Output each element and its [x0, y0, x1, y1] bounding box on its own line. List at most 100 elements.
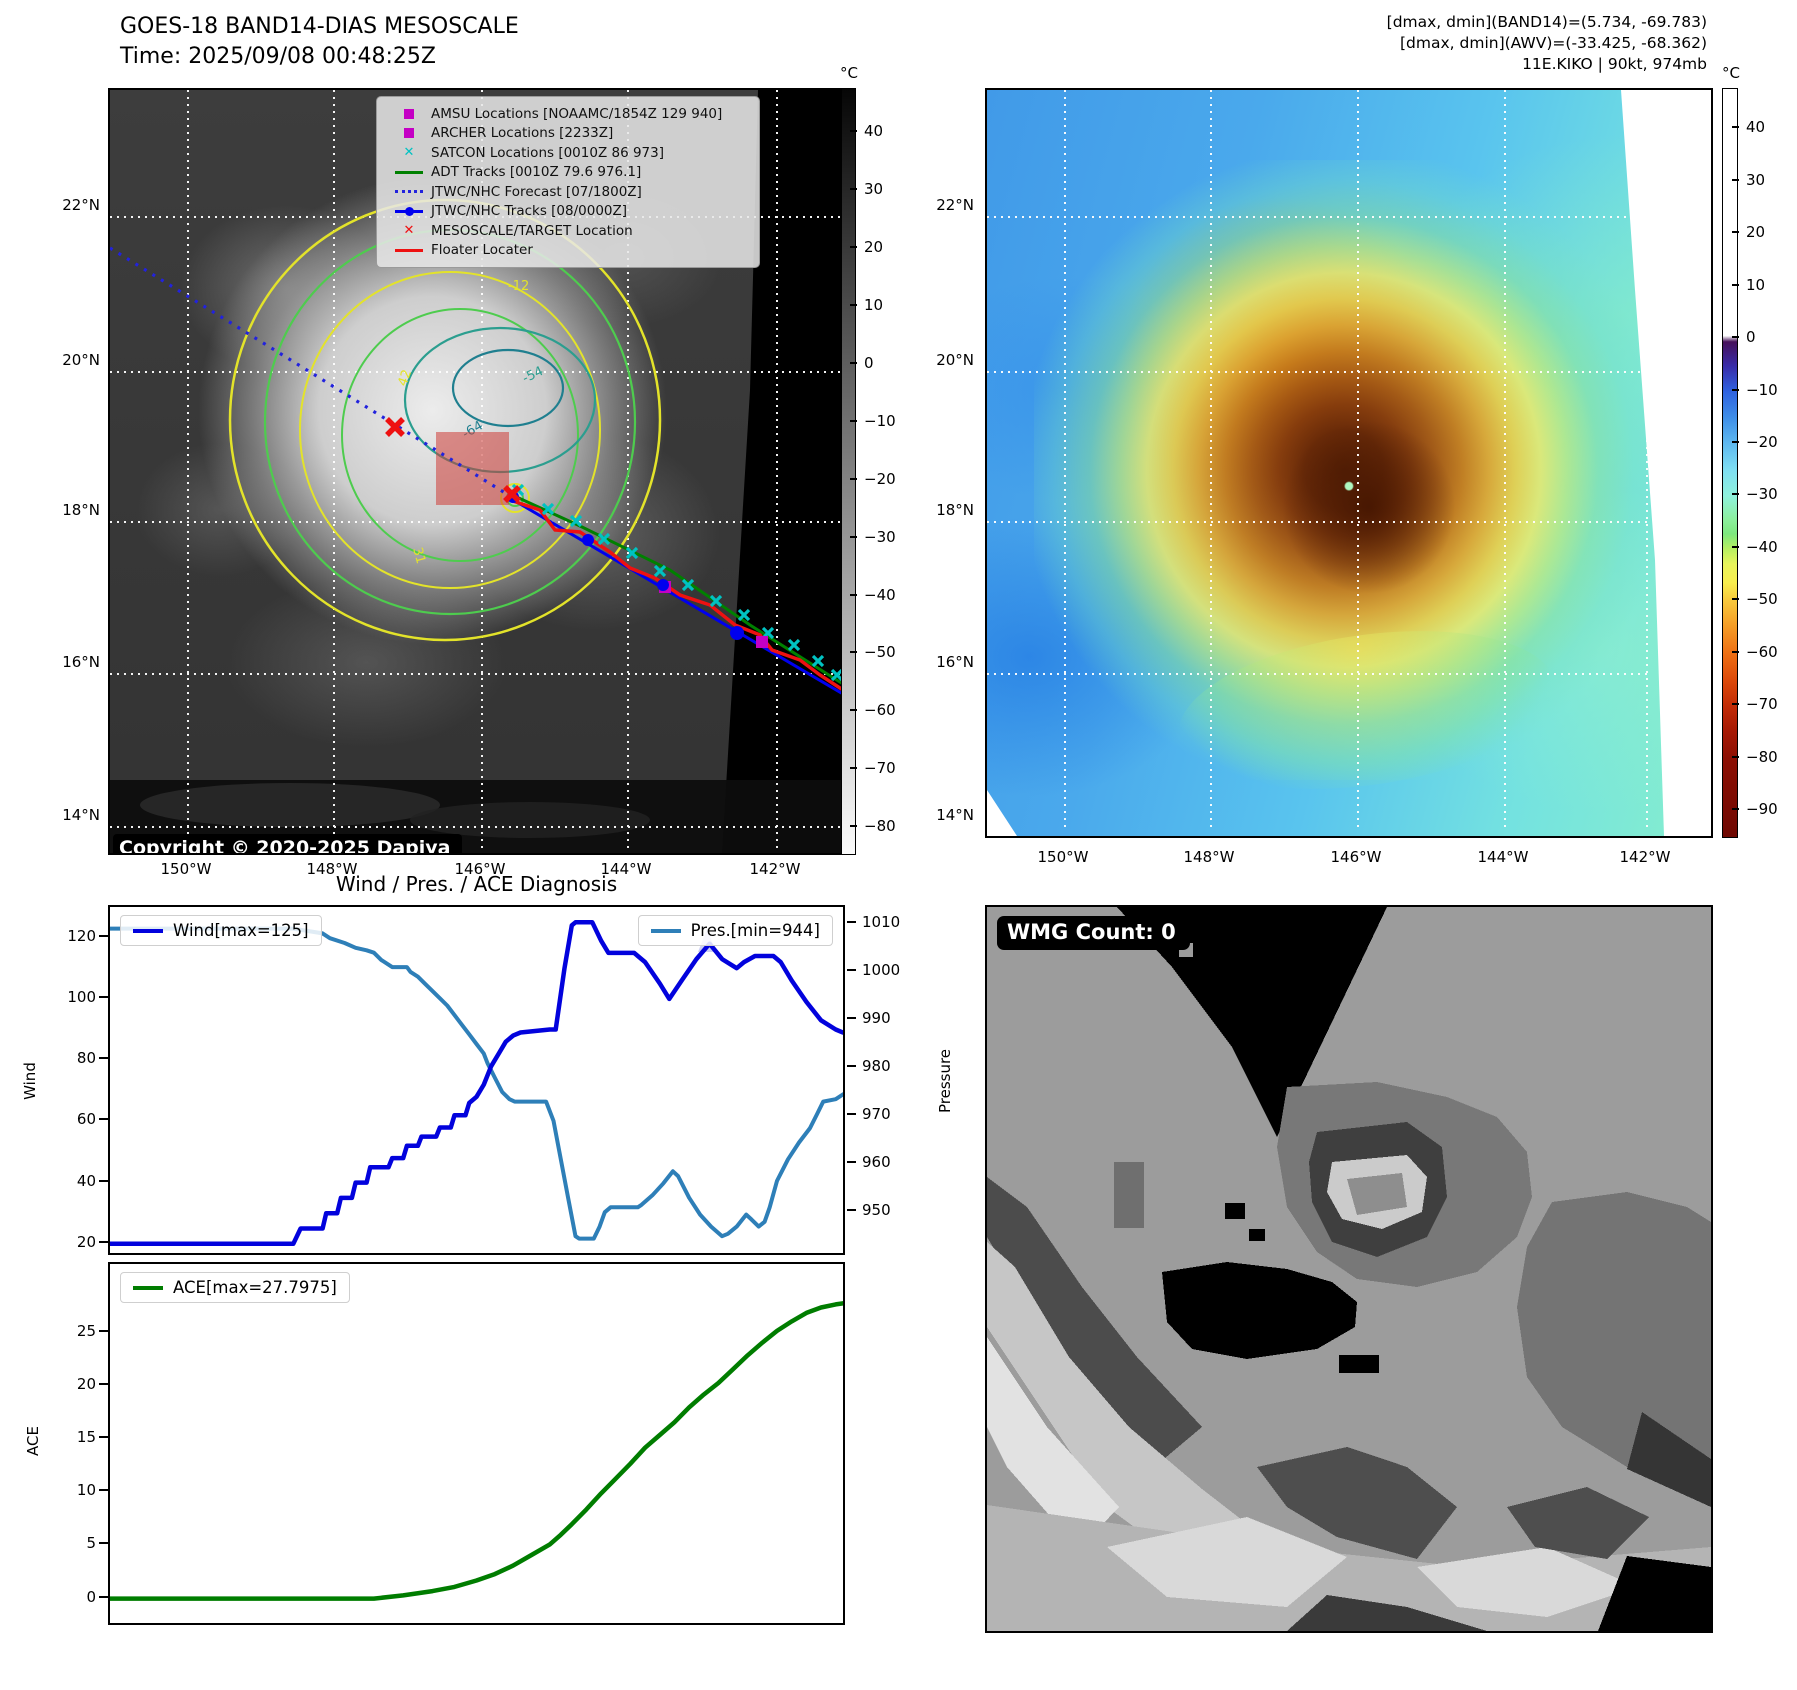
- contour-label: -54: [520, 364, 546, 387]
- left-map-lat-label: 14°N: [62, 806, 100, 824]
- legend-item-label: ARCHER Locations [2233Z]: [431, 125, 614, 142]
- right-map-lat-label: 18°N: [936, 501, 974, 519]
- left-cbar-tick: 40: [864, 122, 884, 141]
- linedot-marker-icon: [387, 206, 431, 216]
- left-cbar-tick-mark: [850, 593, 857, 596]
- left-map-lat-label: 22°N: [62, 196, 100, 214]
- wind-tick-mark: [99, 995, 108, 998]
- right-cbar-tick: 30: [1746, 170, 1766, 189]
- left-cbar-tick-mark: [850, 361, 857, 364]
- left-map-lat-label: 18°N: [62, 501, 100, 519]
- right-cbar-tick-mark: [1732, 336, 1739, 339]
- right-map-lon-label: 146°W: [1330, 848, 1382, 866]
- pres-legend-label: Pres.[min=944]: [690, 921, 820, 940]
- ace-tick: 5: [86, 1534, 96, 1553]
- wind-pressure-plot: [110, 920, 843, 1247]
- left-cbar-tick: 30: [864, 180, 884, 199]
- contour-label: 31: [409, 546, 428, 566]
- legend-item-label: ADT Tracks [0010Z 79.6 976.1]: [431, 164, 642, 181]
- right-cbar-tick: −70: [1746, 695, 1778, 714]
- legend-item-label: JTWC/NHC Forecast [07/1800Z]: [431, 183, 642, 200]
- legend-item-label: JTWC/NHC Tracks [08/0000Z]: [431, 203, 628, 220]
- ace-tick-mark: [99, 1383, 108, 1386]
- right-cbar-tick: −90: [1746, 800, 1778, 819]
- right-cbar-tick: −20: [1746, 433, 1778, 452]
- diagnosis-title: Wind / Pres. / ACE Diagnosis: [335, 872, 618, 896]
- right-cbar-tick-mark: [1732, 388, 1739, 391]
- left-cbar-tick-mark: [850, 419, 857, 422]
- left-cbar-tick-mark: [850, 130, 857, 133]
- pressure-tick-mark: [847, 1209, 856, 1212]
- wind-legend-swatch: [133, 928, 163, 933]
- right-map-lon-label: 144°W: [1477, 848, 1529, 866]
- right-cbar-tick-mark: [1732, 126, 1739, 129]
- wmg-count-label: WMG Count: 0: [997, 916, 1190, 950]
- left-cbar-tick: 20: [864, 238, 884, 257]
- wind-tick: 20: [76, 1232, 96, 1251]
- ace-legend: ACE[max=27.7975]: [120, 1272, 350, 1303]
- storm-id-intensity: 11E.KIKO | 90kt, 974mb: [1522, 55, 1707, 73]
- dotted-marker-icon: [387, 190, 431, 194]
- right-cbar-tick-mark: [1732, 650, 1739, 653]
- legend-item: ✕ MESOSCALE/TARGET Location: [387, 221, 749, 241]
- wind-tick-mark: [99, 1240, 108, 1243]
- left-map-lat-label: 16°N: [62, 653, 100, 671]
- wind-legend: Wind[max=125]: [120, 915, 322, 946]
- left-map-lon-label: 146°W: [454, 860, 506, 878]
- wind-tick-mark: [99, 1118, 108, 1121]
- wind-pressure-chart: Wind[max=125] Pres.[min=944]: [108, 905, 845, 1255]
- square-marker-icon: [387, 128, 431, 139]
- map-legend: AMSU Locations [NOAAMC/1854Z 129 940] ARC…: [376, 96, 760, 268]
- left-cbar-tick-mark: [850, 246, 857, 249]
- legend-item-label: AMSU Locations [NOAAMC/1854Z 129 940]: [431, 105, 723, 122]
- ace-tick: 25: [76, 1322, 96, 1341]
- contour-label: 42: [395, 368, 415, 389]
- legend-item: JTWC/NHC Tracks [08/0000Z]: [387, 202, 749, 222]
- pressure-tick: 990: [862, 1008, 891, 1027]
- left-cbar-tick: −60: [864, 701, 896, 720]
- floater-track: [509, 498, 843, 692]
- ace-tick: 10: [76, 1481, 96, 1500]
- pressure-tick: 1000: [862, 960, 901, 979]
- dmax-dmin-awv: [dmax, dmin](AWV)=(-33.425, -68.362): [1400, 34, 1707, 52]
- left-cbar-tick-mark: [850, 304, 857, 307]
- ace-tick-mark: [99, 1542, 108, 1545]
- left-colorbar: [841, 88, 856, 855]
- right-cbar-tick: −80: [1746, 747, 1778, 766]
- pressure-tick: 960: [862, 1153, 891, 1172]
- wind-tick: 80: [76, 1049, 96, 1068]
- right-map-lon-label: 148°W: [1183, 848, 1235, 866]
- right-cbar-tick: −60: [1746, 642, 1778, 661]
- band14-satellite-panel: -12 42 -54 -64 31: [108, 88, 845, 855]
- enhanced-ir-panel: [985, 88, 1713, 838]
- legend-item: JTWC/NHC Forecast [07/1800Z]: [387, 182, 749, 202]
- ace-tick-mark: [99, 1595, 108, 1598]
- wind-legend-label: Wind[max=125]: [173, 921, 309, 940]
- ace-tick-mark: [99, 1330, 108, 1333]
- left-cbar-tick: −80: [864, 817, 896, 836]
- right-cbar-tick-mark: [1732, 755, 1739, 758]
- pressure-tick-mark: [847, 1161, 856, 1164]
- right-cbar-tick: −50: [1746, 590, 1778, 609]
- right-map-overlay: [987, 90, 1711, 836]
- copyright-label: Copyright © 2020-2025 Dapiya: [113, 834, 463, 853]
- left-cbar-tick: −30: [864, 527, 896, 546]
- left-cbar-tick: −20: [864, 469, 896, 488]
- right-colorbar-unit: °C: [1722, 64, 1740, 82]
- right-map-lat-label: 14°N: [936, 806, 974, 824]
- left-cbar-tick: 10: [864, 296, 884, 315]
- line-marker-icon: [387, 170, 431, 174]
- left-cbar-tick-mark: [850, 477, 857, 480]
- left-map-lon-label: 144°W: [600, 860, 652, 878]
- legend-item: AMSU Locations [NOAAMC/1854Z 129 940]: [387, 104, 749, 124]
- right-cbar-tick: −10: [1746, 380, 1778, 399]
- wind-tick-mark: [99, 1057, 108, 1060]
- left-cbar-tick: −50: [864, 643, 896, 662]
- ace-axis-label: ACE: [24, 1426, 42, 1456]
- right-cbar-tick-mark: [1732, 703, 1739, 706]
- wmg-panel: WMG Count: 0: [985, 905, 1713, 1633]
- archer-marker: [756, 636, 768, 648]
- pressure-tick-mark: [847, 1016, 856, 1019]
- ace-tick-mark: [99, 1436, 108, 1439]
